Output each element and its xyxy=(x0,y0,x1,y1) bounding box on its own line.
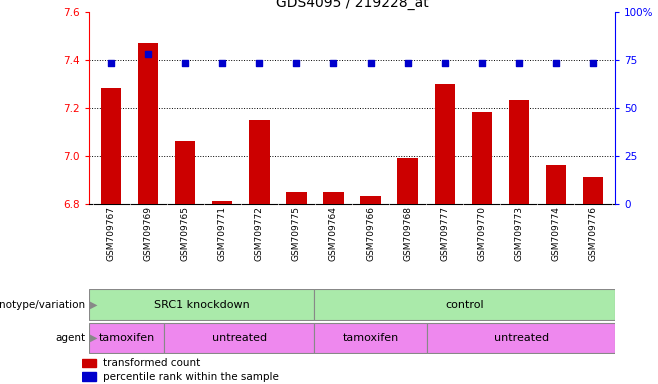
Bar xyxy=(101,88,121,204)
Bar xyxy=(249,119,270,204)
Text: GSM709764: GSM709764 xyxy=(329,206,338,261)
Text: GSM709770: GSM709770 xyxy=(477,206,486,261)
Bar xyxy=(434,84,455,204)
Point xyxy=(180,60,190,66)
Bar xyxy=(82,372,96,381)
Point xyxy=(514,60,524,66)
Text: GSM709775: GSM709775 xyxy=(292,206,301,261)
Bar xyxy=(89,290,315,320)
Text: tamoxifen: tamoxifen xyxy=(98,333,155,343)
Text: control: control xyxy=(445,300,484,310)
Text: tamoxifen: tamoxifen xyxy=(343,333,399,343)
Text: GSM709773: GSM709773 xyxy=(515,206,523,261)
Point xyxy=(403,60,413,66)
Point xyxy=(217,60,228,66)
Text: untreated: untreated xyxy=(494,333,549,343)
Text: untreated: untreated xyxy=(212,333,266,343)
Point xyxy=(551,60,561,66)
Point xyxy=(106,60,116,66)
Text: SRC1 knockdown: SRC1 knockdown xyxy=(154,300,249,310)
Bar xyxy=(545,165,566,204)
Text: GSM709774: GSM709774 xyxy=(551,206,561,261)
Point xyxy=(588,60,598,66)
Bar xyxy=(286,192,307,204)
Bar xyxy=(397,158,418,204)
Point xyxy=(254,60,265,66)
Text: ▶: ▶ xyxy=(90,333,97,343)
Bar xyxy=(323,192,343,204)
Bar xyxy=(472,113,492,204)
Point xyxy=(476,60,487,66)
Bar xyxy=(82,359,96,367)
Text: GSM709768: GSM709768 xyxy=(403,206,412,261)
Point xyxy=(143,51,153,57)
Point xyxy=(328,60,339,66)
Bar xyxy=(164,323,315,353)
Point xyxy=(365,60,376,66)
Point xyxy=(291,60,301,66)
Text: genotype/variation: genotype/variation xyxy=(0,300,86,310)
Text: agent: agent xyxy=(55,333,86,343)
Text: GSM709769: GSM709769 xyxy=(143,206,153,261)
Bar xyxy=(427,323,615,353)
Bar xyxy=(89,323,164,353)
Bar xyxy=(212,201,232,204)
Bar xyxy=(583,177,603,204)
Text: ▶: ▶ xyxy=(90,300,97,310)
Text: GSM709765: GSM709765 xyxy=(181,206,190,261)
Text: GSM709767: GSM709767 xyxy=(107,206,116,261)
Text: GSM709766: GSM709766 xyxy=(366,206,375,261)
Text: GSM709772: GSM709772 xyxy=(255,206,264,261)
Text: GSM709777: GSM709777 xyxy=(440,206,449,261)
Text: percentile rank within the sample: percentile rank within the sample xyxy=(103,371,280,382)
Bar xyxy=(315,290,615,320)
Title: GDS4095 / 219228_at: GDS4095 / 219228_at xyxy=(276,0,428,10)
Text: GSM709776: GSM709776 xyxy=(588,206,597,261)
Bar xyxy=(175,141,195,204)
Text: GSM709771: GSM709771 xyxy=(218,206,227,261)
Bar xyxy=(138,43,159,204)
Bar xyxy=(509,100,529,204)
Text: transformed count: transformed count xyxy=(103,358,201,368)
Bar xyxy=(315,323,427,353)
Point xyxy=(440,60,450,66)
Bar xyxy=(361,196,381,204)
